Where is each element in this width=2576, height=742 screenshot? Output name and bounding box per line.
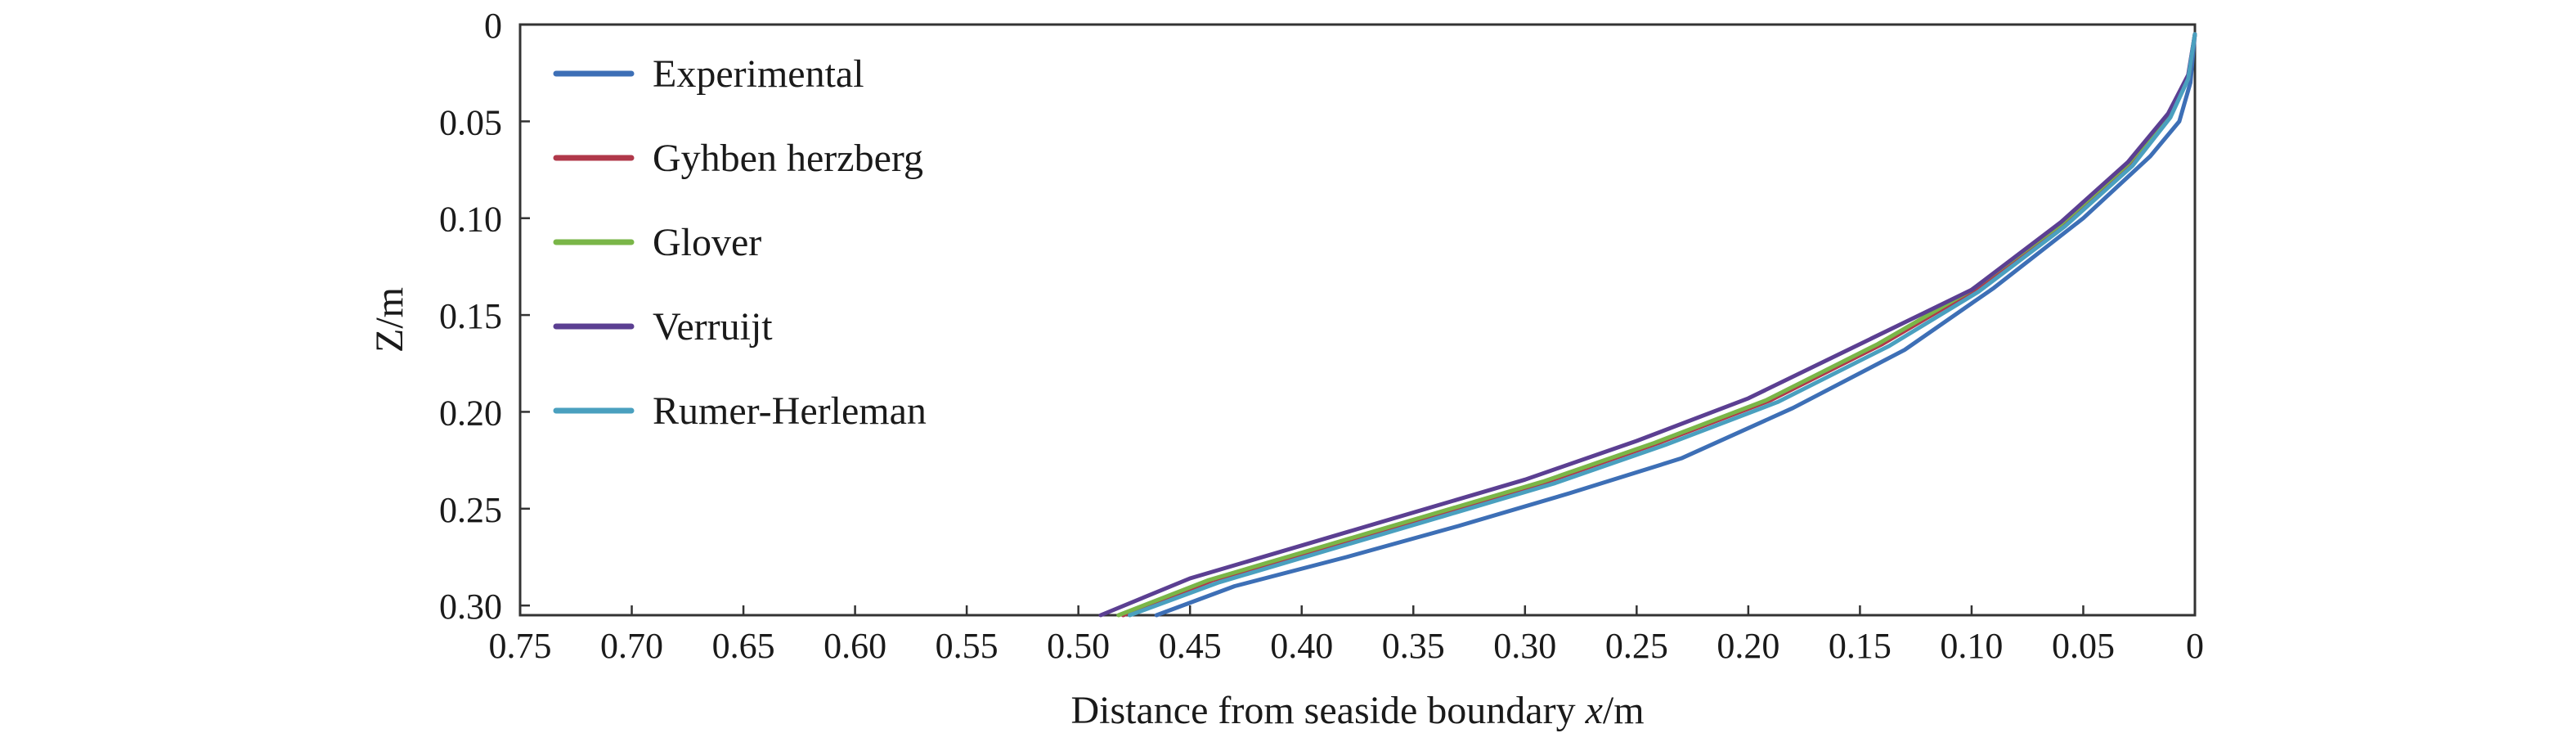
x-tick-label: 0.20 bbox=[1717, 626, 1779, 666]
series-line-5 bbox=[1128, 32, 2197, 618]
x-tick-label: 0.10 bbox=[1940, 626, 2003, 666]
x-tick-label: 0.55 bbox=[936, 626, 999, 666]
y-tick-label: 0.25 bbox=[439, 490, 502, 530]
series-line-1 bbox=[1154, 32, 2197, 618]
y-tick-label: 0 bbox=[484, 6, 502, 46]
x-tick-label: 0.35 bbox=[1382, 626, 1445, 666]
x-tick-label: 0.70 bbox=[600, 626, 663, 666]
series-line-2 bbox=[1120, 32, 2197, 618]
series-line-3 bbox=[1116, 32, 2197, 618]
x-axis-title-prefix: Distance from seaside boundary bbox=[1070, 689, 1585, 732]
y-axis-ticks: 0 0.05 0.10 0.15 0.20 0.25 0.30 bbox=[439, 6, 530, 627]
x-tick-label: 0.60 bbox=[824, 626, 886, 666]
x-tick-label: 0.40 bbox=[1270, 626, 1333, 666]
legend-label-4: Verruijt bbox=[653, 305, 773, 349]
x-tick-label: 0 bbox=[2186, 626, 2204, 666]
x-axis-ticks: 0.75 0.70 0.65 0.60 0.55 0.50 0.45 0.40 0.35 0.30… bbox=[489, 605, 2204, 666]
x-tick-label: 0.45 bbox=[1159, 626, 1222, 666]
legend: Experimental Gyhben herzberg Glover Verruij… bbox=[553, 52, 927, 433]
plot-frame bbox=[518, 23, 2197, 617]
x-axis-title-variable: x bbox=[1585, 689, 1603, 732]
legend-label-3: Glover bbox=[653, 221, 761, 264]
x-tick-label: 0.25 bbox=[1605, 626, 1668, 666]
x-tick-label: 0.15 bbox=[1829, 626, 1892, 666]
y-tick-label: 0.20 bbox=[439, 393, 502, 433]
x-tick-label: 0.50 bbox=[1047, 626, 1110, 666]
x-tick-label: 0.65 bbox=[712, 626, 775, 666]
x-tick-label: 0.30 bbox=[1493, 626, 1556, 666]
x-axis-title-unit: /m bbox=[1603, 689, 1645, 732]
y-tick-label: 0.05 bbox=[439, 102, 502, 142]
y-tick-label: 0.15 bbox=[439, 296, 502, 336]
series-layer bbox=[1098, 32, 2197, 618]
legend-label-2: Gyhben herzberg bbox=[653, 137, 923, 180]
y-tick-label: 0.10 bbox=[439, 200, 502, 240]
y-tick-label: 0.30 bbox=[439, 587, 502, 627]
legend-label-1: Experimental bbox=[653, 52, 864, 96]
series-line-4 bbox=[1098, 32, 2197, 618]
x-tick-label: 0.05 bbox=[2052, 626, 2115, 666]
legend-label-5: Rumer-Herleman bbox=[653, 389, 927, 433]
x-tick-label: 0.75 bbox=[489, 626, 552, 666]
y-axis-title: Z/m bbox=[368, 287, 411, 353]
x-axis-title: Distance from seaside boundary x/m bbox=[1070, 689, 1644, 732]
